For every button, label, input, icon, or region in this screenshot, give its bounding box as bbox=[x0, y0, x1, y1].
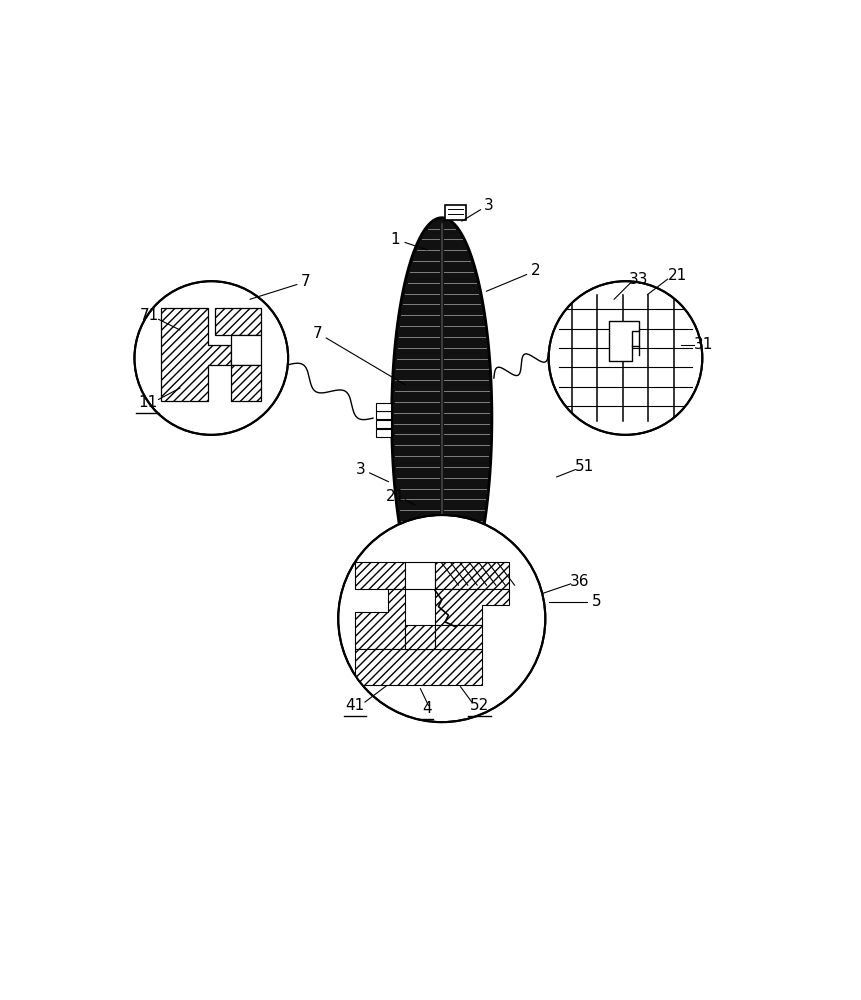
Polygon shape bbox=[405, 562, 435, 589]
Polygon shape bbox=[376, 429, 391, 437]
Text: 2: 2 bbox=[530, 263, 540, 278]
Text: 7: 7 bbox=[300, 274, 310, 289]
Polygon shape bbox=[608, 321, 638, 361]
Polygon shape bbox=[405, 625, 435, 649]
Text: 41: 41 bbox=[345, 698, 364, 713]
Text: 4: 4 bbox=[422, 701, 431, 716]
Polygon shape bbox=[161, 308, 231, 401]
Text: 31: 31 bbox=[693, 337, 713, 352]
Polygon shape bbox=[231, 365, 261, 401]
Text: 36: 36 bbox=[570, 574, 589, 589]
Text: 51: 51 bbox=[574, 459, 594, 474]
Text: 7: 7 bbox=[313, 326, 322, 341]
Text: 21: 21 bbox=[385, 489, 404, 504]
Circle shape bbox=[338, 515, 545, 722]
Text: 3: 3 bbox=[483, 198, 492, 213]
Polygon shape bbox=[435, 589, 508, 625]
Polygon shape bbox=[376, 420, 391, 428]
Polygon shape bbox=[376, 411, 391, 419]
Circle shape bbox=[548, 281, 702, 435]
Polygon shape bbox=[435, 625, 481, 649]
Text: 1: 1 bbox=[390, 232, 400, 247]
Text: 71: 71 bbox=[139, 308, 158, 323]
Polygon shape bbox=[355, 562, 405, 589]
Polygon shape bbox=[444, 205, 466, 220]
Text: 21: 21 bbox=[667, 268, 686, 283]
Polygon shape bbox=[391, 218, 492, 619]
Polygon shape bbox=[376, 403, 391, 411]
Text: 33: 33 bbox=[629, 272, 647, 287]
Text: 3: 3 bbox=[355, 462, 365, 477]
Text: 11: 11 bbox=[138, 395, 158, 410]
Polygon shape bbox=[433, 619, 449, 631]
Polygon shape bbox=[214, 308, 261, 335]
Polygon shape bbox=[355, 649, 481, 685]
Polygon shape bbox=[355, 589, 405, 649]
Circle shape bbox=[436, 631, 447, 643]
Text: 5: 5 bbox=[592, 594, 601, 609]
Polygon shape bbox=[231, 335, 261, 365]
Text: 52: 52 bbox=[470, 698, 489, 713]
Polygon shape bbox=[435, 562, 508, 589]
Circle shape bbox=[134, 281, 288, 435]
